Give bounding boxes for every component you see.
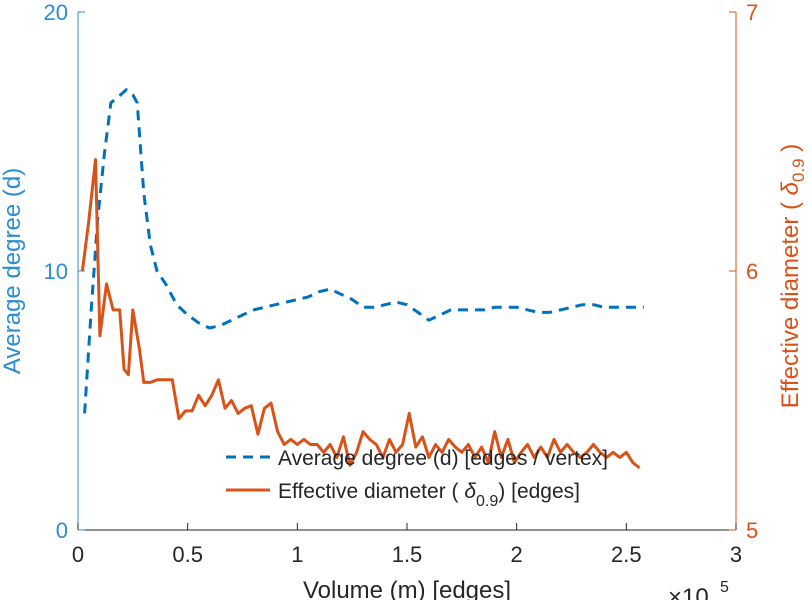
right-y-label-subscript: 0.9 (789, 158, 808, 182)
series-line-1 (83, 88, 644, 414)
x-tick-label: 3 (730, 542, 742, 567)
legend-label-2-subscript: 0.9 (476, 493, 498, 510)
series-line-2 (80, 158, 641, 469)
legend-label-2: Effective diameter ( δ0.9) [edges] (278, 480, 580, 510)
x-axis-multiplier: ×10 (668, 584, 709, 600)
right-y-label-symbol: δ (777, 181, 804, 195)
right-y-tick-label: 5 (746, 518, 758, 543)
right-y-label-suffix: ) (777, 144, 804, 159)
x-tick-label: 2 (511, 542, 523, 567)
x-tick-label: 0.5 (172, 542, 203, 567)
x-tick-label: 1 (291, 542, 303, 567)
right-y-axis-label-text: Effective diameter ( δ0.9 ) (777, 144, 808, 409)
right-y-tick-label: 6 (746, 259, 758, 284)
x-tick-label: 1.5 (392, 542, 423, 567)
legend-label-2-symbol: δ (464, 480, 476, 503)
left-y-axis-label: Average degree (d) (0, 168, 26, 374)
legend-label-2-suffix: ) [edges] (498, 480, 580, 503)
legend-label-1: Average degree (d) [edges / vertex] (278, 447, 608, 470)
x-tick-label: 0 (72, 542, 84, 567)
right-y-label-prefix: Effective diameter ( (777, 195, 804, 408)
x-axis-label: Volume (m) [edges] (303, 577, 511, 600)
left-y-tick-label: 0 (56, 518, 68, 543)
right-y-tick-label: 7 (746, 0, 758, 25)
x-axis-multiplier-exponent: 5 (720, 579, 729, 596)
right-y-axis-label: Effective diameter ( δ0.9 ) (777, 144, 808, 409)
x-tick-label: 2.5 (611, 542, 642, 567)
legend-label-2-prefix: Effective diameter ( (278, 480, 464, 503)
left-y-tick-label: 20 (44, 0, 68, 25)
left-y-tick-label: 10 (44, 259, 68, 284)
